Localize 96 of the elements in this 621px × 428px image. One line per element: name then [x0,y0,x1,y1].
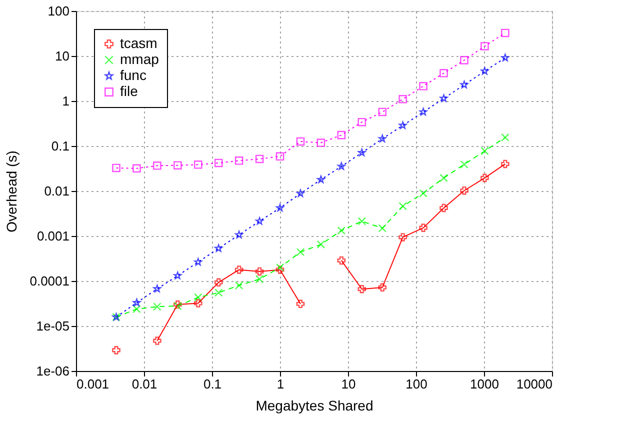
point [214,244,223,252]
y-tick-label: 0.1 [51,138,70,154]
point [276,263,284,272]
point [194,258,202,266]
point [132,304,141,314]
point [276,204,284,212]
point [132,164,141,173]
point [358,118,366,126]
point [112,164,120,172]
legend-label: mmap [120,51,160,67]
x-tick-label: 10 [341,376,356,392]
point [419,82,428,90]
point [358,217,366,226]
point [255,267,264,276]
x-tick-label: 1000 [470,376,499,392]
y-tick-label: 0.01 [44,184,70,198]
point [256,217,264,225]
point [276,152,284,161]
point [194,293,202,302]
point [255,275,264,284]
point [480,174,489,182]
point [440,69,448,78]
point [460,186,468,195]
point [419,224,428,232]
x-tick-label: 1 [276,376,284,392]
point [316,240,326,249]
legend-label: tcasm [120,35,158,51]
point [398,95,407,104]
point [234,281,244,290]
x-axis-title: Megabytes Shared [256,398,374,414]
point [358,148,366,156]
point [398,121,407,129]
point [480,146,489,156]
point [460,56,468,64]
point [234,266,244,274]
y-tick-label: 0.0001 [30,274,70,288]
point [398,202,407,210]
point [316,138,326,147]
point [296,248,305,256]
point [419,108,428,116]
point [337,226,346,235]
point [378,283,386,292]
point [501,54,510,62]
point [174,161,182,170]
y-tick-label: 1e-05 [36,318,70,334]
point [337,130,346,140]
legend-label: func [120,67,146,83]
point [480,42,489,50]
point [337,256,346,265]
point [153,302,162,311]
point [440,204,448,212]
point [501,160,510,168]
y-tick-label: 1 [62,94,70,108]
point [480,67,489,75]
point [378,134,386,142]
point [440,94,448,102]
point [194,160,202,169]
y-tick-label: 1e-06 [36,364,70,378]
point [378,224,386,232]
point [501,133,510,142]
point [460,160,468,169]
y-tick-label: 0.001 [36,228,70,244]
x-tick-label: 10000 [516,376,552,392]
point [194,299,202,308]
y-tick-label: 100 [48,4,70,18]
point [214,288,223,297]
point [214,278,223,287]
y-axis-title: Overhead (s) [4,150,20,232]
x-tick-label: 0.01 [132,376,158,392]
point [296,300,305,308]
point [296,189,304,197]
point [174,272,182,280]
point [358,284,366,294]
y-tick-label: 10 [55,48,70,64]
point [398,233,407,242]
point [153,336,162,345]
x-tick-label: 0.1 [203,376,222,392]
point [316,175,325,184]
point [235,230,244,238]
x-tick-label: 0.001 [76,376,110,392]
point [460,80,468,88]
point [112,346,120,354]
legend-label: file [120,83,138,99]
point [276,266,284,274]
point [255,154,264,164]
point [337,162,346,170]
point [153,162,162,170]
point [440,174,448,182]
point [153,284,162,292]
point [501,28,510,38]
point [234,156,244,165]
point [296,137,305,146]
point [214,158,223,168]
x-tick-label: 100 [406,376,428,392]
point [378,108,386,116]
point [419,189,428,198]
